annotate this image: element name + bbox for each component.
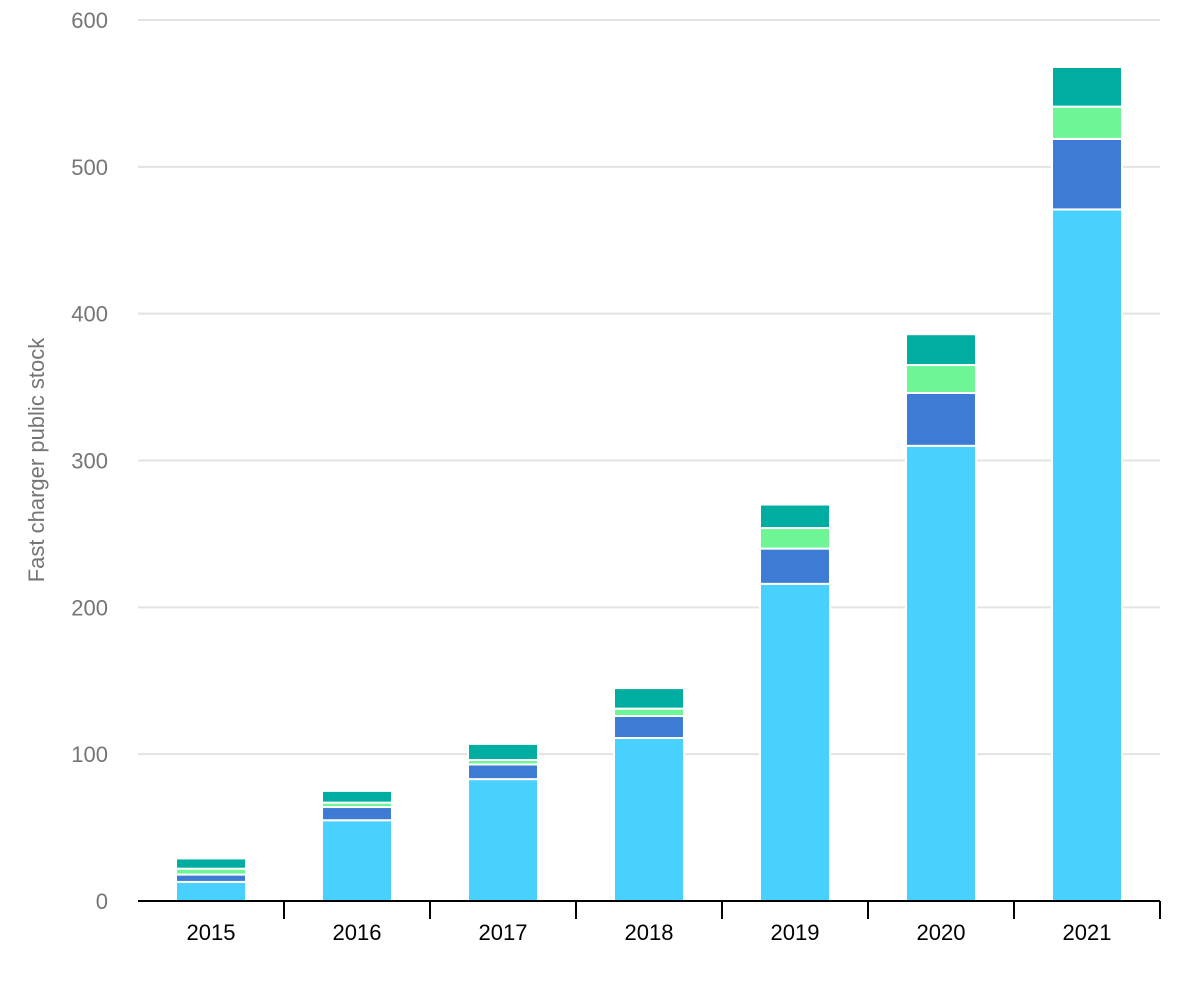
x-tick-label-2018: 2018 [625,920,674,945]
bar-segment-2019-series-3 [759,527,831,550]
bar-segment-2021-series-1 [1051,208,1123,903]
x-tick-label-2019: 2019 [771,920,820,945]
bar-segment-2015-series-4 [175,857,247,870]
x-tick-label-2021: 2021 [1063,920,1112,945]
bar-segment-2018-series-3 [613,707,685,717]
x-axis-tick-labels: 2015 2016 2017 2018 2019 2020 2021 [187,920,1112,945]
bar-segment-2016-series-2 [321,806,393,822]
bars [175,65,1123,903]
x-tick-label-2015: 2015 [187,920,236,945]
bar-segment-2017-series-4 [467,742,539,762]
bar-segment-2020-series-2 [905,391,977,447]
y-tick-label: 0 [96,889,108,914]
y-tick-label: 600 [71,8,108,33]
bar-segment-2017-series-2 [467,763,539,781]
bar-segment-2018-series-4 [613,687,685,710]
bar-segment-2021-series-3 [1051,105,1123,140]
bar-segment-2020-series-4 [905,333,977,367]
bar-stack-2020 [905,333,977,902]
y-axis-title: Fast charger public stock [24,337,49,583]
bar-stack-2017 [467,742,539,903]
bar-segment-2021-series-4 [1051,65,1123,108]
bar-segment-2016-series-1 [321,819,393,902]
bar-segment-2019-series-1 [759,582,831,903]
x-tick-label-2016: 2016 [333,920,382,945]
bar-segment-2018-series-1 [613,737,685,903]
bar-segment-2015-series-2 [175,873,247,883]
x-axis [138,900,1161,919]
gridlines [138,19,1160,756]
bar-segment-2019-series-2 [759,547,831,585]
bar-segment-2021-series-2 [1051,137,1123,211]
bar-stack-2019 [759,503,831,903]
y-tick-label: 100 [71,742,108,767]
bar-segment-2017-series-1 [467,778,539,903]
bar-stack-2021 [1051,65,1123,903]
bar-segment-2020-series-1 [905,444,977,902]
bar-segment-2015-series-1 [175,880,247,903]
y-tick-label: 400 [71,302,108,327]
bar-segment-2019-series-4 [759,503,831,530]
y-tick-label: 200 [71,595,108,620]
y-axis-tick-labels: 0 100 200 300 400 500 600 [71,8,108,914]
x-tick-label-2017: 2017 [479,920,528,945]
bar-stack-2018 [613,687,685,903]
bar-stack-2016 [321,789,393,902]
x-tick-label-2020: 2020 [917,920,966,945]
bar-segment-2016-series-4 [321,789,393,804]
bar-segment-2018-series-2 [613,714,685,740]
y-tick-label: 500 [71,155,108,180]
bar-stack-2015 [175,857,247,903]
y-tick-label: 300 [71,449,108,474]
bar-segment-2020-series-3 [905,364,977,394]
